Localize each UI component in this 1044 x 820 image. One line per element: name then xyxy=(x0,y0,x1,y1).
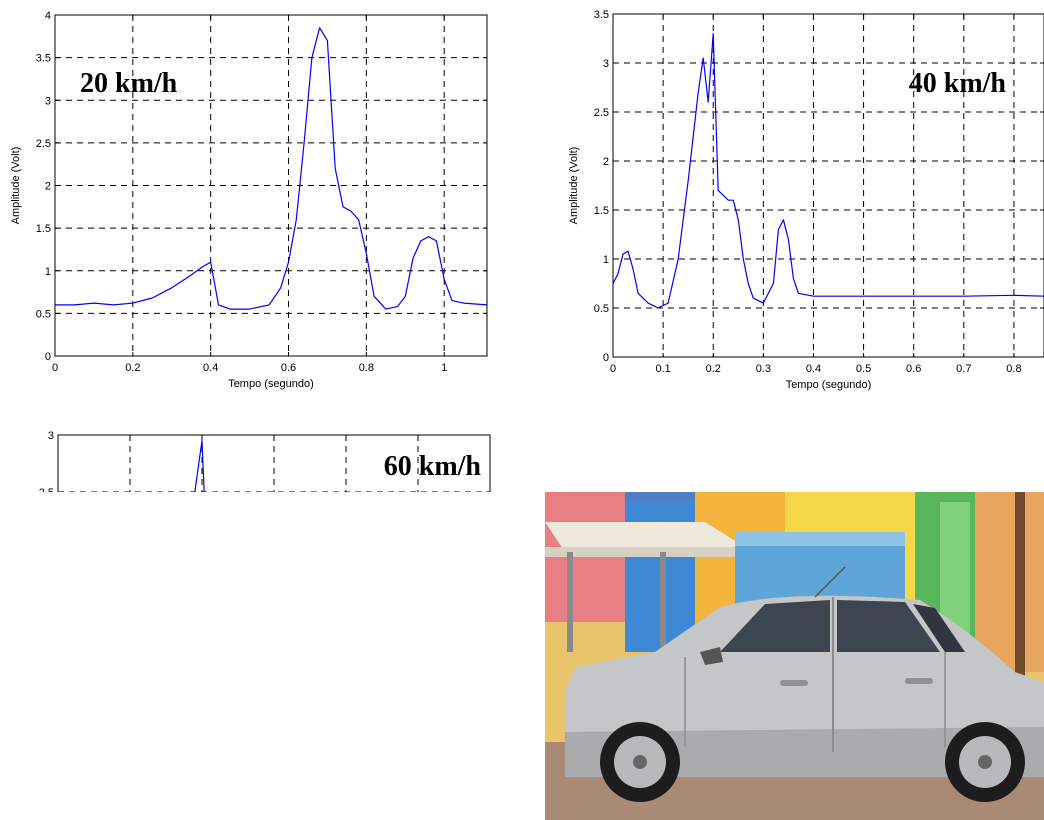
x-tick-label: 0.2 xyxy=(706,363,721,375)
x-tick-label: 0.6 xyxy=(281,362,296,374)
y-tick-label: 0 xyxy=(45,351,51,363)
speed-annotation: 40 km/h xyxy=(909,68,1007,99)
y-tick-label: 1.5 xyxy=(36,223,51,235)
x-tick-label: 0 xyxy=(52,362,58,374)
y-tick-label: 0 xyxy=(603,352,609,364)
plot-area xyxy=(613,14,1044,357)
y-tick-label: 2.5 xyxy=(39,487,54,492)
y-tick-label: 3 xyxy=(48,430,54,442)
y-tick-label: 0.5 xyxy=(594,303,609,315)
x-tick-label: 0.2 xyxy=(125,362,140,374)
x-tick-label: 0.8 xyxy=(359,362,374,374)
car-photo xyxy=(545,492,1044,820)
x-tick-label: 0.7 xyxy=(956,363,971,375)
y-tick-label: 3.5 xyxy=(594,9,609,21)
x-tick-label: 0.5 xyxy=(856,363,871,375)
y-axis-label: Amplitude (Volt) xyxy=(10,147,22,225)
y-tick-label: 3 xyxy=(45,95,51,107)
plot-frame xyxy=(612,13,1044,358)
y-axis-label: Amplitude (Volt) xyxy=(568,147,580,225)
y-tick-label: 4 xyxy=(45,10,51,22)
x-tick-label: 0.8 xyxy=(1006,363,1021,375)
y-tick-label: 1.5 xyxy=(594,205,609,217)
plot-frame xyxy=(57,434,491,492)
y-tick-label: 3.5 xyxy=(36,53,51,65)
y-tick-label: 1 xyxy=(603,254,609,266)
x-tick-label: 0.6 xyxy=(906,363,921,375)
speed-annotation: 60 km/h xyxy=(384,451,482,482)
x-tick-label: 0.4 xyxy=(203,362,218,374)
y-tick-label: 2.5 xyxy=(594,107,609,119)
y-tick-label: 3 xyxy=(603,58,609,70)
x-tick-label: 0 xyxy=(610,363,616,375)
x-tick-label: 0.3 xyxy=(756,363,771,375)
x-tick-label: 1 xyxy=(441,362,447,374)
x-tick-label: 0.4 xyxy=(806,363,821,375)
speed-annotation: 20 km/h xyxy=(80,68,178,99)
y-tick-label: 2.5 xyxy=(36,138,51,150)
series-line xyxy=(612,32,1044,309)
y-tick-label: 2 xyxy=(603,156,609,168)
y-tick-label: 1 xyxy=(45,266,51,278)
series-line xyxy=(55,27,488,310)
x-tick-label: 0.1 xyxy=(655,363,670,375)
y-tick-label: 2 xyxy=(45,181,51,193)
x-axis-label: Tempo (segundo) xyxy=(786,379,872,391)
charts-canvas: 0 0.2 0.4 0.6 0.8 1 0 0.5 1 1.5 2 2.5 3 3.5 4 Tempo (se… xyxy=(10,9,1044,492)
x-axis-label: Tempo (segundo) xyxy=(228,378,314,390)
y-tick-label: 0.5 xyxy=(36,308,51,320)
plot-frame xyxy=(54,14,488,357)
